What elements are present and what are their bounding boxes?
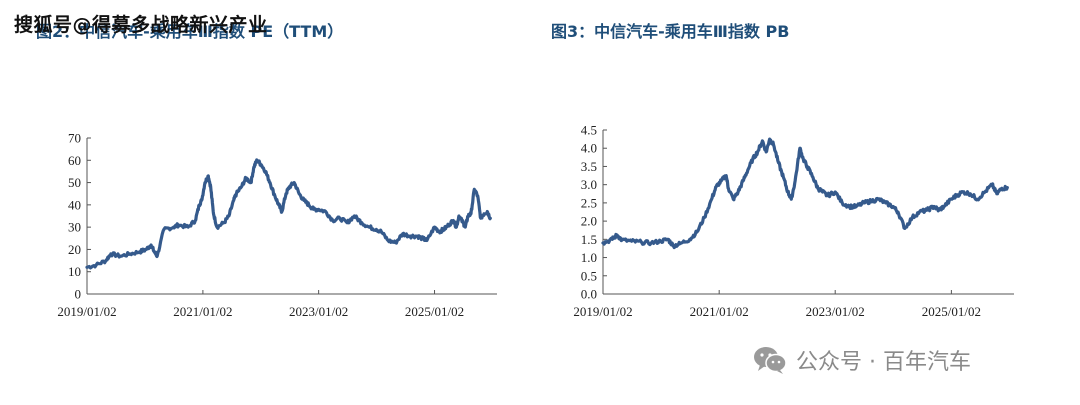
footer-watermark: 公众号 · 百年汽车 [752,343,971,377]
y-tick-label: 60 [68,153,81,168]
y-tick-label: 3.5 [581,159,597,174]
x-tick-label: 2019/01/02 [573,304,632,319]
x-tick-label: 2021/01/02 [690,304,749,319]
y-tick-label: 4.5 [581,123,597,138]
y-tick-label: 1.5 [581,232,597,247]
overlay-watermark: 搜狐号@得募多战略新兴产业 [14,14,268,36]
y-tick-label: 2.0 [581,214,597,229]
x-tick-label: 2023/01/02 [806,304,865,319]
footer-watermark-text: 公众号 · 百年汽车 [796,350,971,375]
y-tick-label: 20 [68,242,81,257]
chart-1-title: 图2：中信汽车-乘用车Ⅲ指数 PE（TTM） [36,22,344,41]
x-tick-label: 2025/01/02 [405,304,464,319]
y-tick-label: 50 [68,175,81,190]
y-tick-label: 0.5 [581,268,597,283]
x-tick-label: 2019/01/02 [57,304,116,319]
y-tick-label: 0.0 [581,287,597,302]
series-line [85,158,492,270]
y-tick-label: 70 [68,131,81,146]
y-tick-label: 4.0 [581,141,597,156]
y-tick-label: 3.0 [581,177,597,192]
x-tick-label: 2025/01/02 [922,304,981,319]
y-tick-label: 1.0 [581,250,597,265]
series-line [601,137,1009,250]
chart-2-title: 图3：中信汽车-乘用车Ⅲ指数 PB [551,22,790,41]
y-tick-label: 0 [75,287,82,302]
x-tick-label: 2023/01/02 [289,304,348,319]
y-tick-label: 30 [68,220,81,235]
y-tick-label: 10 [68,264,81,279]
y-tick-label: 40 [68,197,81,212]
y-tick-label: 2.5 [581,195,597,210]
pe-ttm-line-chart: 0 10 20 30 40 50 60 70 2019/01/02 2021/01/02 2023/… [57,131,497,319]
x-tick-label: 2021/01/02 [173,304,232,319]
pb-line-chart: 0.0 0.5 1.0 1.5 2.0 2.5 3.0 3.5 4.0 4.5 2019/01/02… [573,123,1014,319]
wechat-icon [754,347,787,374]
